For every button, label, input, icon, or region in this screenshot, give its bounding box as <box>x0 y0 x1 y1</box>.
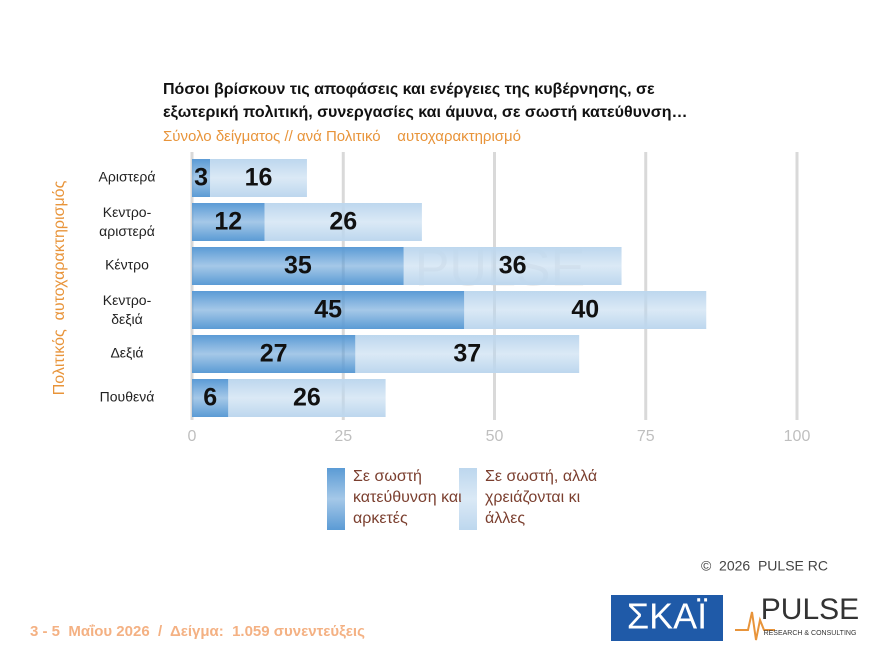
value-label: 27 <box>260 340 288 368</box>
x-tick-label: 100 <box>784 428 811 445</box>
y-tick-label: Δεξιά <box>110 345 143 361</box>
value-label: 12 <box>214 208 242 236</box>
y-tick-label: Αριστερά <box>99 169 156 185</box>
logo-box <box>611 595 723 641</box>
legend-label: Σε σωστή κατεύθυνση και αρκετές <box>353 468 462 527</box>
logo-pulse-sub: RESEARCH & CONSULTING <box>764 630 857 637</box>
value-label: 36 <box>499 252 527 280</box>
bar <box>192 247 404 285</box>
value-label: 6 <box>203 384 217 412</box>
bar <box>192 335 356 373</box>
value-label: 26 <box>293 384 321 412</box>
logo-skai: ΣΚΑΪ <box>627 596 707 637</box>
bar <box>192 203 265 241</box>
y-tick-label: Πουθενά <box>100 389 155 405</box>
chart-title: εξωτερική πολιτική, συνεργασίες και άμυν… <box>163 104 688 121</box>
y-tick-label: Κεντρο-αριστερά <box>99 204 155 239</box>
copyright: © 2026 PULSE RC <box>701 558 828 574</box>
bar <box>210 159 307 197</box>
bar <box>355 335 580 373</box>
x-tick-label: 0 <box>188 428 197 445</box>
value-label: 37 <box>453 340 481 368</box>
legend-swatch <box>459 468 477 530</box>
x-tick-label: 25 <box>334 428 352 445</box>
x-tick-label: 75 <box>637 428 655 445</box>
bar <box>228 379 386 417</box>
bar <box>264 203 422 241</box>
value-label: 3 <box>194 164 208 192</box>
logo-pulse: PULSE <box>761 593 859 626</box>
value-label: 26 <box>329 208 357 236</box>
x-tick-label: 50 <box>486 428 504 445</box>
value-label: 45 <box>314 296 342 324</box>
chart-title: Πόσοι βρίσκουν τις αποφάσεις και ενέργει… <box>163 81 655 98</box>
legend-label: Σε σωστή, αλλά χρειά­ζονται κι άλλες <box>485 468 598 527</box>
y-tick-label: Κεντρο-δεξιά <box>103 292 152 327</box>
bar <box>192 379 229 417</box>
value-label: 40 <box>571 296 599 324</box>
bar <box>192 291 465 329</box>
subtitle: Σύνολο δείγματος // ανά Πολιτικό αυτοχαρ… <box>163 128 521 145</box>
value-label: 35 <box>284 252 312 280</box>
y-axis-label: Πολιτικός αυτοχαρακτηρισμός <box>51 180 68 395</box>
bar <box>403 247 622 285</box>
footer: 3 - 5 Μαΐου 2026 / Δείγμα: 1.059 συνεντε… <box>30 623 365 640</box>
value-label: 16 <box>245 164 273 192</box>
bar <box>192 159 211 197</box>
y-tick-label: Κέντρο <box>105 257 149 273</box>
bar <box>464 291 707 329</box>
logo-pulse-wave <box>735 611 775 641</box>
legend-swatch <box>327 468 345 530</box>
